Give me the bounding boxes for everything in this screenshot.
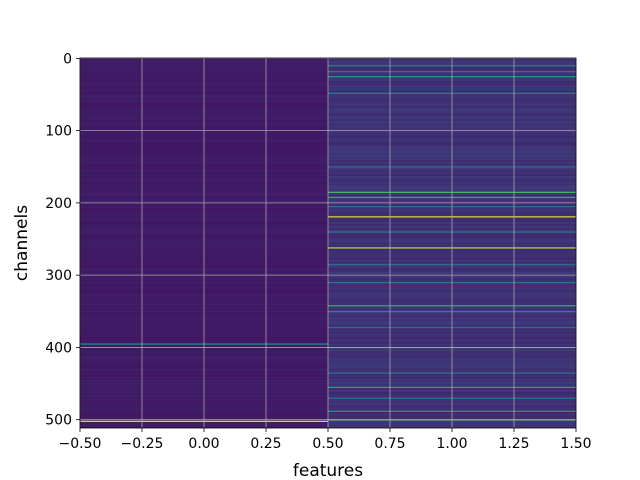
x-tick-label: 1.25 xyxy=(498,436,529,452)
y-axis-label: channels xyxy=(12,205,32,281)
y-tick-label: 300 xyxy=(45,268,72,284)
x-axis-ticks: −0.50 −0.25 0.00 0.25 0.50 0.75 1.00 1.25 1.50 xyxy=(59,428,592,452)
y-tick-label: 500 xyxy=(45,413,72,429)
x-tick-label: 0.75 xyxy=(374,436,405,452)
y-tick-label: 200 xyxy=(45,196,72,212)
x-tick-label: −0.50 xyxy=(59,436,102,452)
x-tick-label: 1.00 xyxy=(436,436,467,452)
y-axis-ticks: 0 100 200 300 400 500 xyxy=(45,51,80,429)
y-tick-label: 400 xyxy=(45,340,72,356)
y-tick-label: 100 xyxy=(45,124,72,140)
x-tick-label: 0.50 xyxy=(312,436,343,452)
x-tick-label: 0.00 xyxy=(188,436,219,452)
x-tick-label: 0.25 xyxy=(250,436,281,452)
x-tick-label: 1.50 xyxy=(560,436,591,452)
x-axis-label: features xyxy=(293,461,363,480)
y-tick-label: 0 xyxy=(63,51,72,67)
x-tick-label: −0.25 xyxy=(121,436,164,452)
